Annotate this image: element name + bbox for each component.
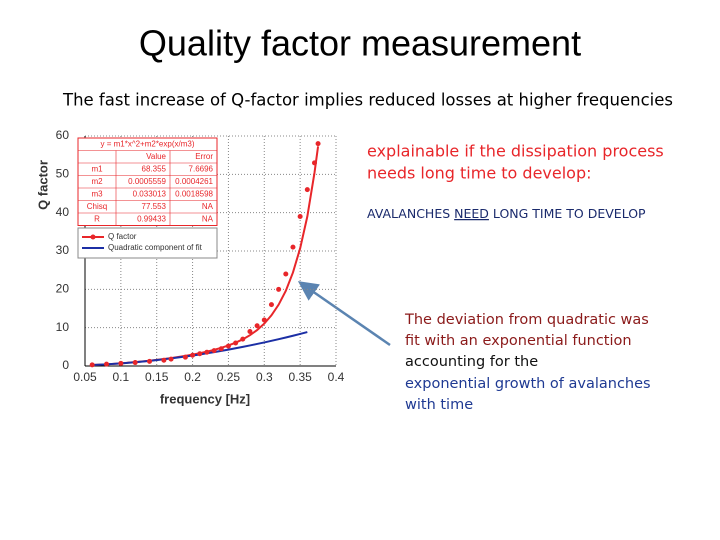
legend-swatch [90,234,96,240]
y-tick-label: 0 [62,358,69,372]
data-point [304,187,310,193]
fit-table: y = m1*x^2+m2*exp(x/m3) Value Error m1 68.35… [77,137,218,226]
x-tick-label: 0.3 [256,370,273,384]
data-point [261,317,267,323]
y-axis-label: Q factor [35,160,50,210]
avalanches-text: AVALANCHES NEED LONG TIME TO DEVELOP [367,206,646,221]
plot: 0 10 20 30 40 50 60 0.05 0.1 0.15 0.2 0.25 0.3 0.35 0.… [56,128,345,384]
data-point [182,354,188,360]
legend-label: Quadratic component of fit [108,243,203,252]
table-cell: m3 [91,189,103,198]
y-tick-label: 40 [56,205,70,219]
table-cell: 0.033013 [133,189,167,198]
x-axis-label: frequency [Hz] [160,391,250,406]
note-text: accounting for the [405,354,538,370]
data-point [240,336,246,342]
fit-table-box [77,137,218,226]
data-point [247,329,253,334]
data-point [147,358,153,364]
table-cell: 0.99433 [137,214,166,223]
x-tick-label: 0.2 [184,370,201,384]
slide-title: Quality factor measurement [139,23,581,64]
explain-text: needs long time to develop: [367,164,592,183]
arrow [297,281,391,347]
data-point [233,340,239,346]
table-cell: 68.355 [142,164,167,173]
legend-box [77,227,218,259]
x-tick-label: 0.25 [217,370,241,384]
data-point [254,323,260,329]
fit-line [92,331,308,367]
table-cell: 0.0004261 [175,177,213,186]
note-text: The deviation from quadratic was [404,312,649,328]
data-point [225,343,231,349]
y-tick-label: 10 [56,320,70,334]
table-cell: R [94,214,100,223]
data-point [268,302,274,308]
data-point [211,348,217,354]
table-cell: NA [202,214,214,223]
x-tick-label: 0.35 [288,370,312,384]
data-point [290,244,296,250]
x-tick-label: 0.4 [328,370,345,384]
y-tick-label: 30 [56,243,70,257]
x-tick-label: 0.1 [113,370,130,384]
data-point [204,349,210,355]
note-text: exponential growth of avalanches [405,376,651,392]
y-tick-label: 50 [56,167,70,181]
data-point [168,356,174,362]
legend-label: Q factor [108,232,137,241]
y-tick-label: 20 [56,282,70,296]
y-tick-label: 60 [56,128,70,142]
table-cell: 0.0018598 [175,189,213,198]
data-point [118,360,124,366]
data-point [161,357,167,363]
data-point [315,141,321,147]
subtitle: The fast increase of Q-factor implies re… [62,91,673,110]
x-tick-label: 0.15 [145,370,169,384]
data-point [132,360,138,366]
table-cell: Chisq [87,202,107,211]
table-cell: m2 [91,177,103,186]
data-point [104,361,110,367]
fit-equation: y = m1*x^2+m2*exp(x/m3) [100,139,194,148]
data-point [197,351,203,357]
data-point [276,286,282,292]
explain-text: explainable if the dissipation process [367,142,664,161]
table-cell: 77.553 [142,202,167,211]
data-point [190,352,196,358]
table-header: Error [195,152,213,161]
table-cell: m1 [91,164,103,173]
table-cell: 0.0005559 [128,177,166,186]
table-cell: NA [202,202,214,211]
table-header: Value [146,152,166,161]
note-text: with time [405,397,473,413]
data-point [89,362,95,368]
table-cell: 7.6696 [189,164,214,173]
note-text: fit with an exponential function [405,333,632,349]
x-tick-label: 0.05 [73,370,97,384]
data-point [283,271,289,277]
data-point [218,346,224,352]
data-point [297,214,303,219]
data-point [311,160,317,166]
